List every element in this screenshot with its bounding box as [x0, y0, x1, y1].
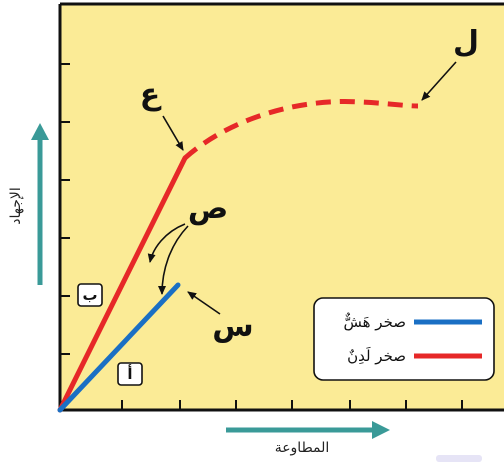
legend-label-ductile: صخر لَدِنٌ	[347, 347, 406, 365]
legend-label-brittle: صخر هَشٌّ	[344, 312, 407, 331]
label-sad: ص	[188, 191, 228, 226]
box-ba	[77, 283, 103, 307]
box-alif	[117, 362, 143, 386]
y-axis-title: الإجهاد	[8, 187, 24, 224]
legend-box	[313, 297, 495, 381]
label-ba: ب	[82, 286, 97, 304]
label-sin: س	[212, 309, 253, 344]
arrow-lam	[421, 61, 457, 101]
x-ticks	[121, 400, 463, 410]
arrow-ain	[162, 115, 184, 151]
x-axis-title: المطاوعة	[275, 440, 330, 456]
corner-mark	[436, 455, 482, 462]
x-axis-arrow	[226, 421, 390, 439]
y-ticks	[60, 63, 70, 355]
arrow-sad-1	[147, 223, 186, 263]
label-ain: ع	[140, 77, 162, 112]
arrow-sad-2	[158, 225, 189, 295]
ductile-plastic-curve	[183, 99, 419, 160]
arrow-sin	[187, 291, 221, 315]
legend: صخر هَشٌّ صخر لَدِنٌ	[313, 297, 495, 381]
label-lam: ل	[453, 25, 479, 60]
label-alif: أ	[127, 364, 132, 383]
brittle-line	[57, 282, 181, 413]
y-axis-arrow	[31, 123, 49, 285]
ductile-elastic-line	[57, 155, 188, 413]
